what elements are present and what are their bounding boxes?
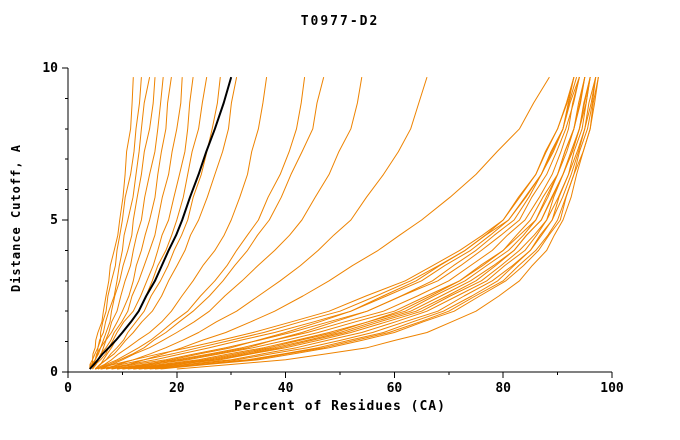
model-curve (89, 77, 164, 370)
model-curve (94, 77, 208, 370)
model-curve (133, 77, 591, 370)
model-curve (138, 76, 591, 370)
model-curve (105, 76, 428, 370)
model-curve (92, 77, 172, 370)
x-tick-label: 40 (278, 381, 294, 396)
model-curve (97, 77, 306, 370)
reference-curve (89, 76, 233, 370)
model-curve (100, 76, 575, 370)
model-curve (144, 77, 597, 370)
model-curve (149, 76, 597, 370)
x-tick-label: 100 (600, 381, 624, 396)
model-curve (89, 77, 134, 370)
model-curve (94, 77, 221, 370)
model-curve (100, 77, 363, 370)
model-curve (111, 76, 550, 370)
model-curve (89, 77, 156, 370)
model-curve (122, 76, 580, 370)
model-curve (95, 76, 575, 370)
model-curve (106, 76, 580, 370)
model-curve (111, 76, 580, 370)
model-curve (100, 76, 578, 370)
y-tick-label: 5 (50, 213, 58, 228)
model-curve (133, 76, 586, 370)
x-tick-label: 60 (387, 381, 403, 396)
model-curve (94, 77, 268, 370)
model-curve (138, 77, 591, 370)
model-curve (92, 77, 194, 370)
x-axis-label: Percent of Residues (CA) (234, 399, 446, 414)
chart-title: T0977-D2 (300, 14, 380, 29)
x-tick-label: 0 (64, 381, 72, 396)
x-tick-label: 80 (495, 381, 511, 396)
model-curve (94, 77, 238, 370)
model-curve (154, 77, 597, 370)
model-curve (89, 77, 142, 370)
y-tick-label: 10 (42, 61, 58, 76)
x-tick-label: 20 (169, 381, 185, 396)
model-curve (160, 77, 599, 370)
model-curve (116, 76, 575, 370)
model-curve (97, 76, 325, 370)
model-curve (116, 77, 586, 370)
model-curve (176, 77, 599, 370)
y-tick-label: 0 (50, 365, 58, 380)
model-curve (92, 77, 183, 370)
